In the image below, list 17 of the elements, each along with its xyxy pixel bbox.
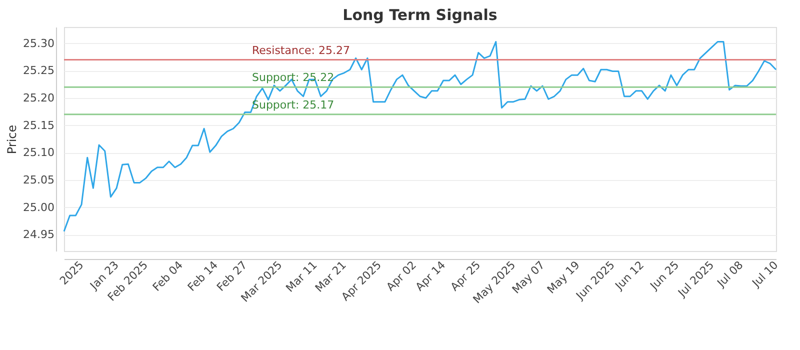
chart-title: Long Term Signals — [342, 6, 498, 24]
y-tick-label: 25.15 — [23, 118, 54, 132]
y-tick-label: 25.05 — [23, 173, 54, 186]
y-tick-label: 24.95 — [23, 228, 54, 242]
ref-line-label: Resistance: 25.27 — [252, 44, 350, 57]
y-axis-title: Price — [5, 124, 20, 154]
y-tick-label: 25.25 — [23, 64, 54, 78]
x-tick-label: Feb 04 — [150, 258, 186, 294]
line-series — [63, 41, 777, 232]
y-tick-label: 25.10 — [23, 146, 54, 160]
y-tick-label: 25.30 — [23, 36, 54, 50]
x-tick-label: Jul 08 — [714, 258, 746, 290]
ref-line-label: Support: 25.22 — [252, 71, 334, 84]
y-tick-label: 25.20 — [23, 92, 54, 105]
y-tick-label: 25.00 — [23, 200, 54, 214]
x-tick-label: Jul 10 — [749, 258, 781, 290]
x-tick-label: Jun 12 — [612, 258, 647, 293]
